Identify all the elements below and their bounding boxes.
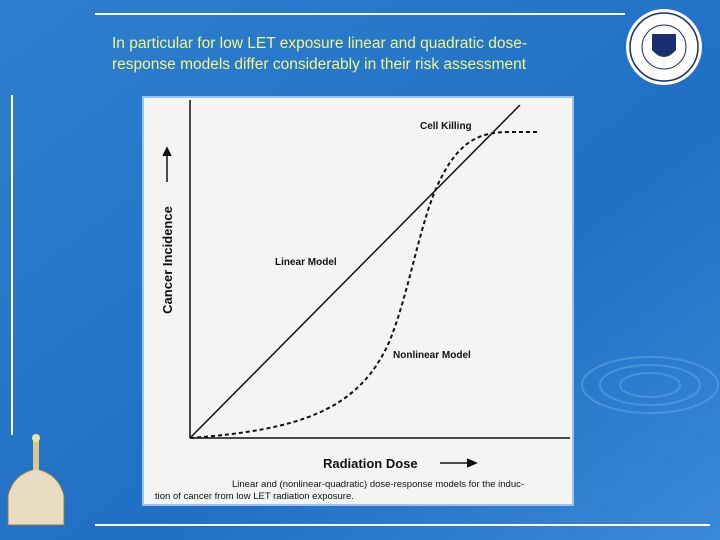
caption: tion of cancer from low LET radiation ex… (155, 491, 354, 502)
dome (7, 434, 65, 526)
slide-title: In particular for low LET exposure linea… (112, 35, 527, 52)
curve-label: Cell Killing (420, 121, 472, 132)
frame-lines (11, 13, 710, 526)
figure-drawing (162, 100, 570, 468)
y-axis-label: Cancer Incidence (160, 206, 175, 314)
curve-label: Nonlinear Model (393, 350, 471, 361)
ripples (581, 356, 719, 414)
seal (626, 9, 702, 85)
caption: Linear and (nonlinear-quadratic) dose-re… (232, 479, 524, 490)
curve-label: Linear Model (275, 257, 337, 268)
x-axis-label: Radiation Dose (323, 456, 418, 471)
slide-title: response models differ considerably in t… (112, 56, 527, 73)
figure-panel (142, 96, 574, 506)
